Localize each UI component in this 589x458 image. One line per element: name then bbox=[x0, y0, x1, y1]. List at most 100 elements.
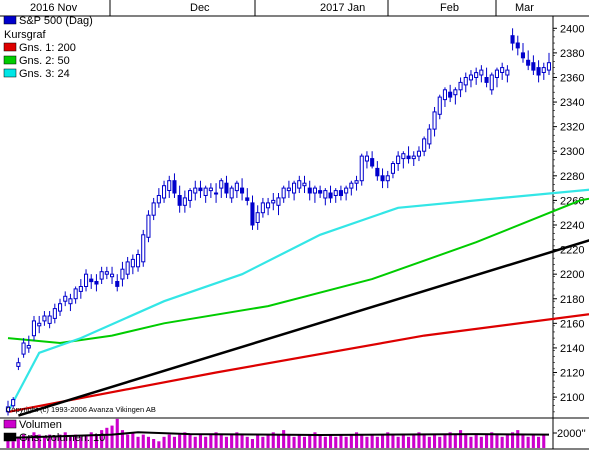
candle-body bbox=[500, 67, 505, 73]
candle-body bbox=[432, 111, 437, 130]
candle-body bbox=[208, 187, 213, 192]
candle-body bbox=[323, 190, 328, 199]
candle-body bbox=[63, 295, 68, 302]
volume-bar bbox=[459, 430, 463, 448]
volume-bar bbox=[53, 436, 57, 448]
volume-bar bbox=[526, 436, 530, 448]
candle-body bbox=[281, 187, 286, 199]
volume-bar bbox=[490, 432, 494, 448]
x-tick-label: 2016 Nov bbox=[30, 2, 78, 14]
volume-bar bbox=[329, 434, 333, 448]
y-tick-label: 2340 bbox=[560, 97, 584, 109]
volume-bar bbox=[157, 441, 161, 448]
legend-label: Kursgraf bbox=[4, 29, 47, 41]
candle-body bbox=[84, 273, 89, 288]
volume-bar bbox=[313, 432, 317, 448]
volume-bar bbox=[308, 434, 312, 448]
volume-bar bbox=[276, 434, 280, 448]
volume-bar bbox=[37, 434, 41, 448]
legend-swatch bbox=[3, 432, 17, 442]
ma24-line bbox=[7, 188, 589, 413]
volume-bar bbox=[131, 432, 135, 448]
volume-bar bbox=[105, 427, 109, 448]
volume-bar bbox=[427, 436, 431, 448]
volume-bar bbox=[417, 432, 421, 448]
candle-body bbox=[125, 261, 130, 275]
candle-body bbox=[219, 180, 224, 189]
volume-bar bbox=[302, 436, 306, 448]
y-tick-label: 2260 bbox=[560, 195, 584, 207]
candle-body bbox=[16, 362, 21, 367]
volume-bar bbox=[141, 434, 145, 448]
candle-body bbox=[526, 59, 531, 66]
candle-body bbox=[375, 167, 380, 177]
candle-body bbox=[146, 214, 151, 238]
candle-body bbox=[468, 74, 473, 81]
legend-swatch bbox=[3, 42, 17, 52]
volume-bar bbox=[318, 434, 322, 448]
volume-bar bbox=[542, 434, 546, 448]
legend-label: Gns. 2: 50 bbox=[19, 55, 70, 67]
volume-bar bbox=[27, 436, 31, 448]
volume-bar bbox=[521, 434, 525, 448]
candle-body bbox=[182, 197, 187, 206]
volume-bar bbox=[250, 439, 254, 448]
candle-body bbox=[307, 187, 312, 194]
volume-bar bbox=[235, 432, 239, 448]
candle-body bbox=[177, 195, 182, 206]
candle-body bbox=[234, 182, 239, 192]
volume-bar bbox=[438, 436, 442, 448]
legend-swatch bbox=[3, 419, 17, 429]
volume-bar bbox=[479, 436, 483, 448]
candle-body bbox=[546, 62, 552, 71]
volume-bar bbox=[516, 430, 520, 448]
avg-volume-line bbox=[7, 431, 550, 439]
candle-body bbox=[188, 190, 193, 201]
volume-bar bbox=[240, 434, 244, 448]
candle-body bbox=[110, 273, 115, 278]
candle-body bbox=[354, 180, 359, 184]
candle-body bbox=[276, 197, 281, 206]
candle-body bbox=[333, 190, 338, 197]
y-tick-label: 2400 bbox=[560, 23, 584, 35]
y-tick-label: 2160 bbox=[560, 318, 584, 330]
volume-bar bbox=[266, 434, 270, 448]
candle-body bbox=[37, 322, 42, 327]
ma50-line bbox=[7, 197, 589, 345]
candle-body bbox=[193, 187, 198, 194]
candle-body bbox=[151, 202, 156, 216]
candle-body bbox=[489, 74, 494, 91]
volume-tick-label: 2000'' bbox=[557, 428, 586, 440]
volume-bar bbox=[391, 434, 395, 448]
volume-bar bbox=[495, 434, 499, 448]
volume-bar bbox=[162, 436, 166, 448]
y-tick-label: 2280 bbox=[560, 171, 584, 183]
volume-bar bbox=[48, 434, 52, 448]
candle-body bbox=[115, 281, 120, 287]
volume-bar bbox=[79, 436, 83, 448]
candle-body bbox=[21, 342, 26, 355]
volume-bar bbox=[381, 434, 385, 448]
candle-body bbox=[99, 271, 104, 280]
volume-bar bbox=[365, 436, 369, 448]
volume-bar bbox=[204, 436, 208, 448]
volume-bar bbox=[448, 432, 452, 448]
volume-bar bbox=[198, 434, 202, 448]
candle-body bbox=[68, 298, 73, 305]
candle-body bbox=[130, 258, 135, 268]
volume-bar bbox=[469, 436, 473, 448]
candle-body bbox=[344, 187, 349, 194]
candle-body bbox=[453, 89, 458, 96]
volume-bar bbox=[407, 436, 411, 448]
candle-body bbox=[541, 67, 546, 73]
candle-body bbox=[167, 180, 172, 191]
candle-body bbox=[484, 77, 489, 83]
candle-body bbox=[390, 163, 395, 174]
candle-body bbox=[297, 180, 302, 189]
candle-body bbox=[52, 308, 57, 319]
volume-bar bbox=[183, 432, 187, 448]
candle-body bbox=[442, 89, 447, 101]
volume-bar bbox=[32, 432, 36, 448]
